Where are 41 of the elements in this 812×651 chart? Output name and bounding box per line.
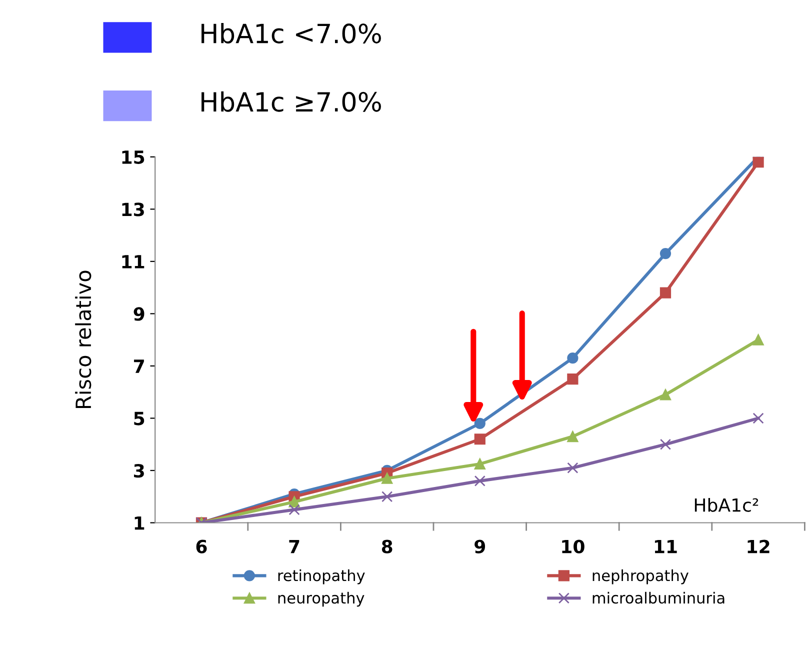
point [752,334,764,346]
x-tick-label: 9 [474,540,486,554]
point [474,418,486,430]
x-tick-label: 11 [654,540,677,554]
point [660,248,672,260]
point [660,438,672,450]
annotation: HbA1c² [694,498,758,512]
point [752,412,764,424]
point [660,287,672,298]
y-tick-label: 13 [122,202,144,216]
point [288,504,300,516]
point [567,373,578,385]
legend-label: nephropathy [592,569,689,584]
y-tick-label: 5 [134,412,144,426]
y-axis-title: Risco relativo [75,270,92,408]
x-tick-label: 12 [748,540,770,554]
legend-label: neuropathy [278,592,364,607]
y-tick-label: 3 [134,464,144,478]
point [474,458,486,470]
point [567,430,578,442]
legend-label: retinopathy [278,569,365,584]
point [382,472,393,484]
text: HbA1c ≥7.0% [202,91,381,112]
y-tick-label: 11 [122,255,144,268]
point [474,475,486,486]
point [567,352,578,364]
point [567,462,578,474]
x-tick-label: 6 [196,540,207,554]
text: HbA1c <7.0% [202,23,381,44]
x-tick-label: 8 [382,540,392,554]
legend-label: microalbuminuria [592,592,724,604]
point [382,491,393,502]
y-tick-label: 7 [134,360,144,373]
point [660,389,672,400]
x-tick-label: 10 [562,540,584,554]
y-tick-label: 9 [134,307,144,321]
y-tick-label: 1 [134,516,144,530]
point [752,156,764,168]
y-tick-label: 15 [122,150,144,164]
x-tick-label: 7 [289,540,300,554]
point [474,434,486,445]
